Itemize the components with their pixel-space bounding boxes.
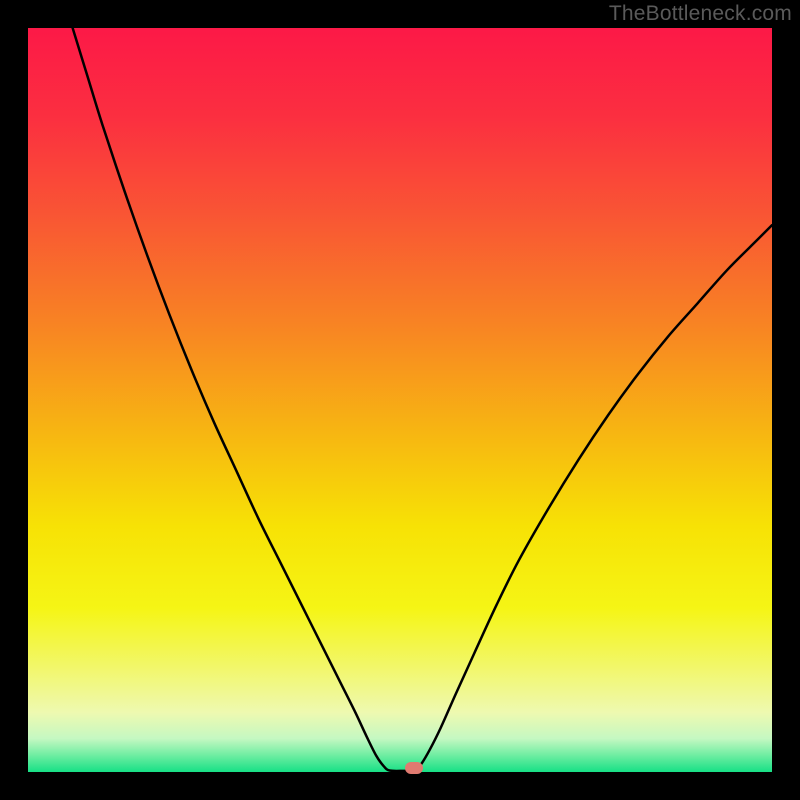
watermark-text: TheBottleneck.com [609, 2, 792, 26]
bottleneck-curve [28, 28, 772, 772]
optimal-point-marker [405, 762, 423, 774]
plot-area [28, 28, 772, 772]
